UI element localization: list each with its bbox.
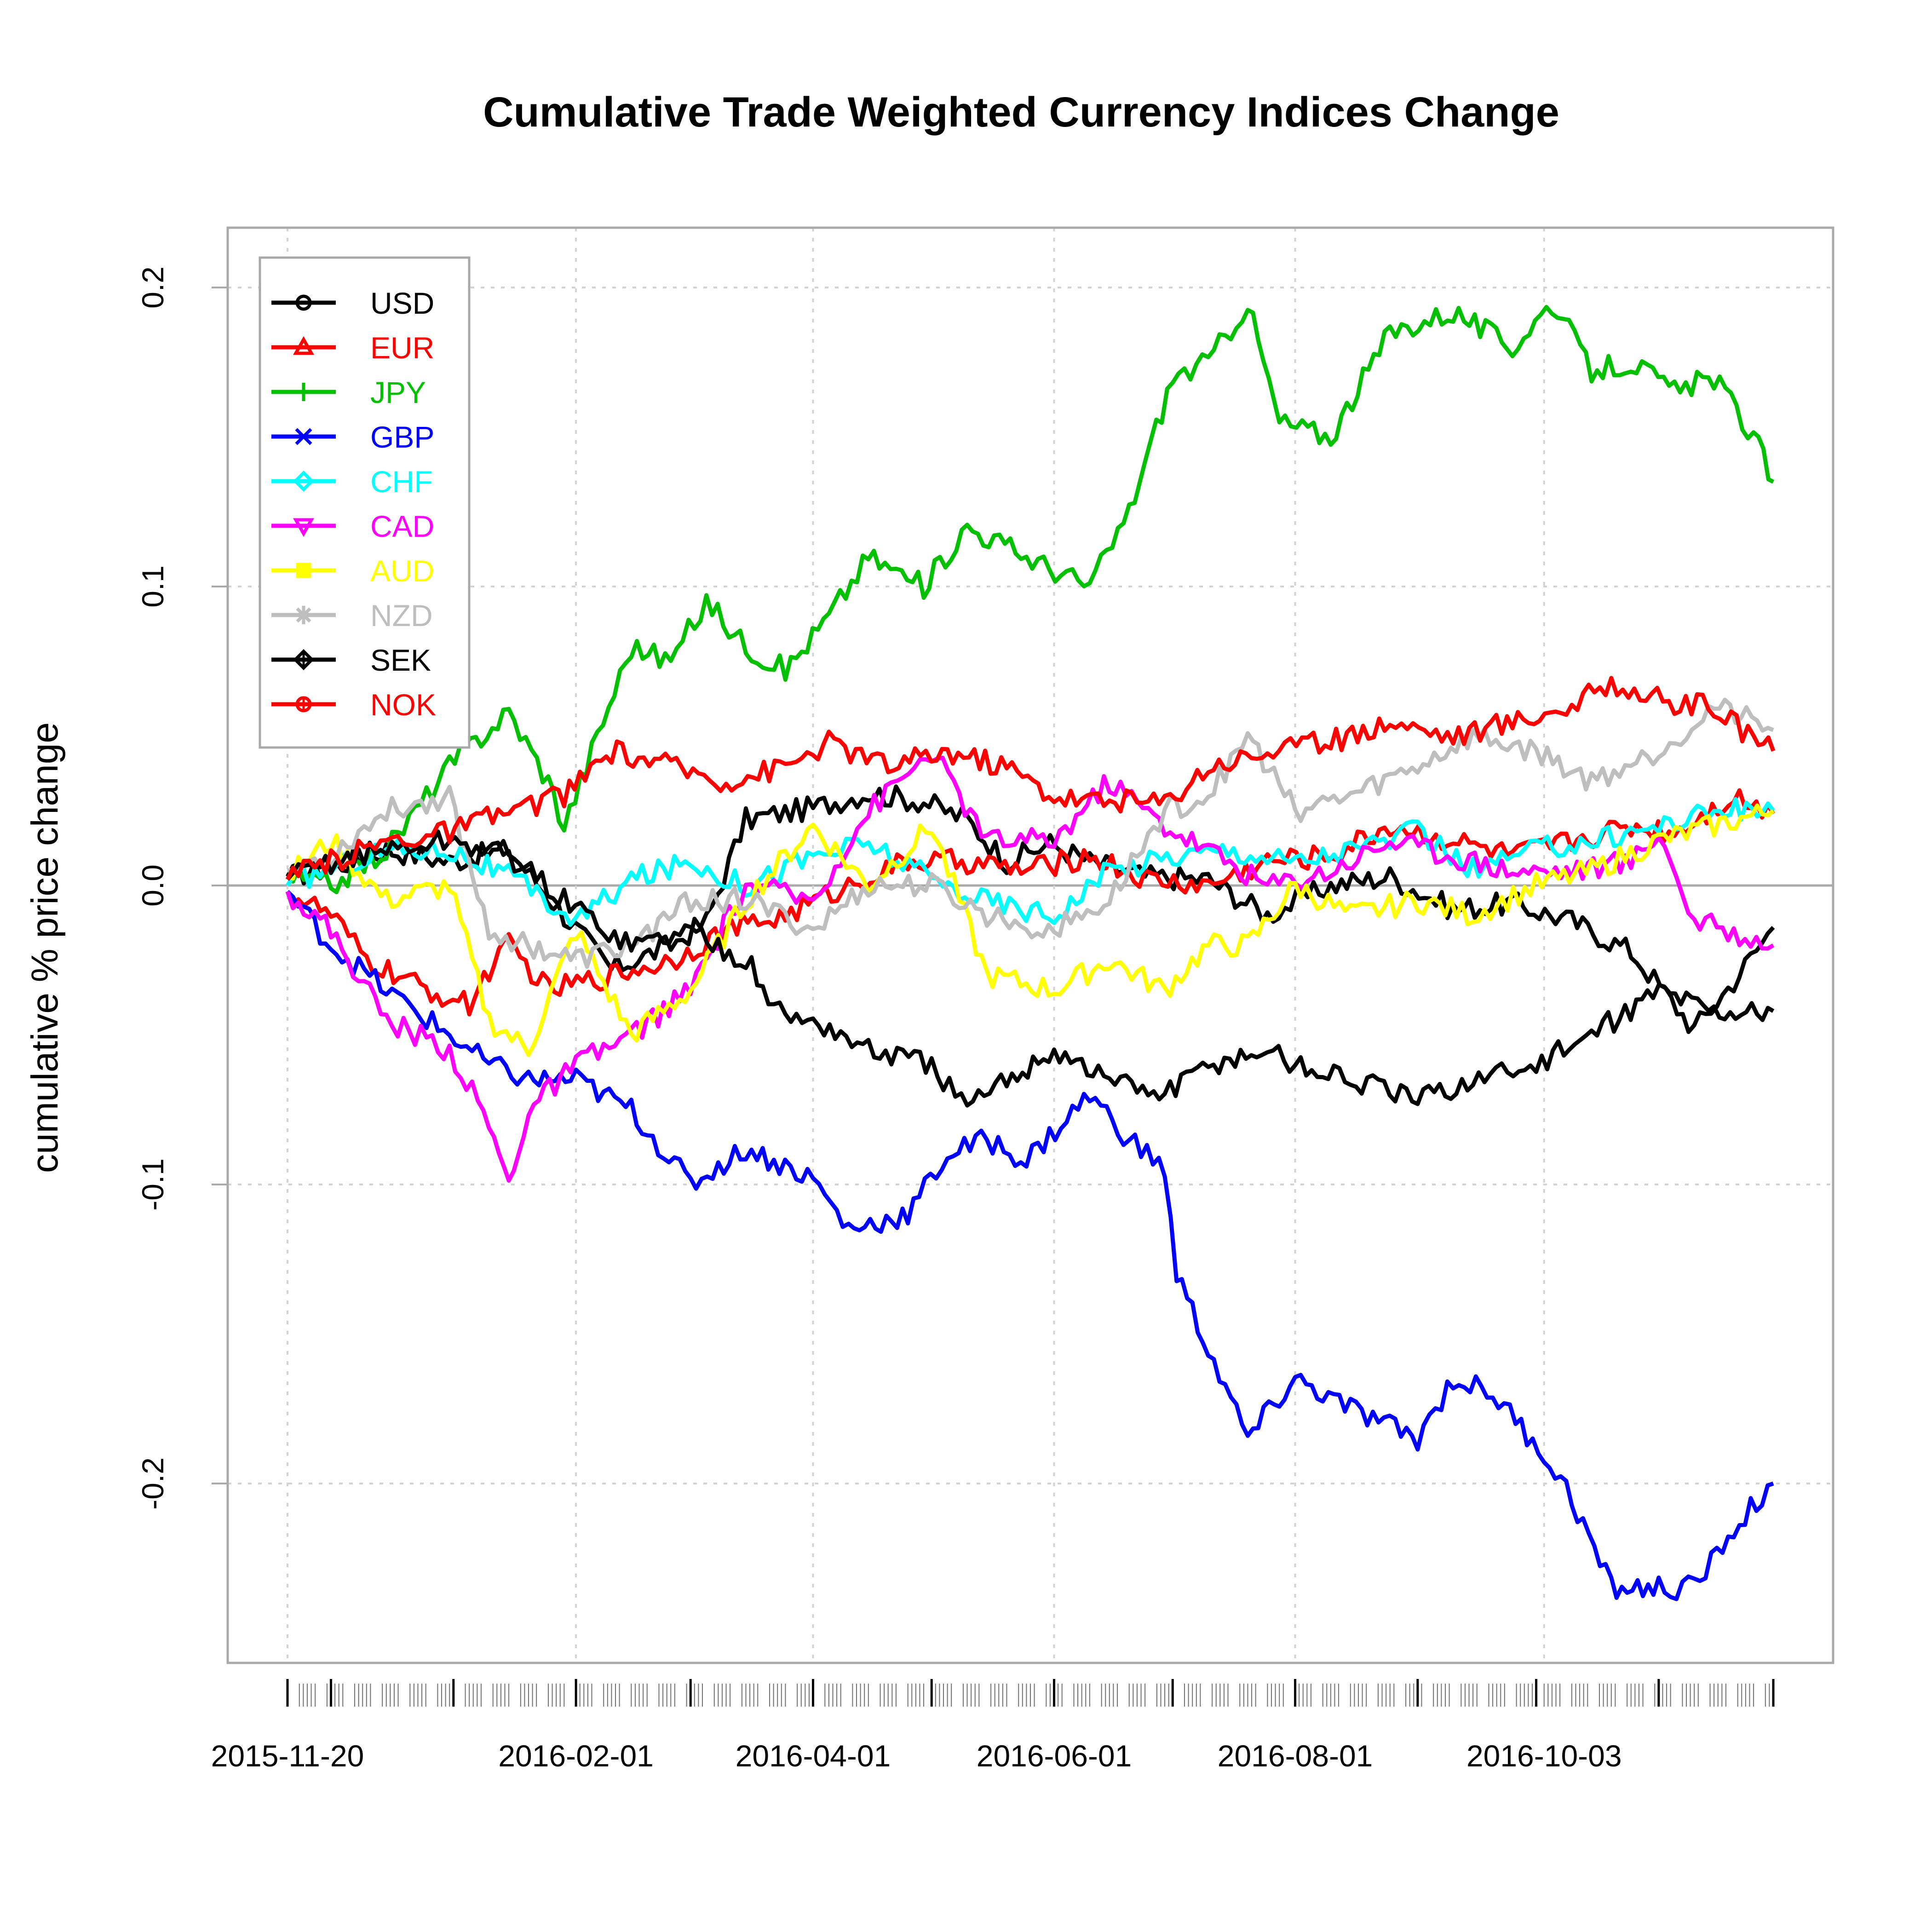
series-line-cad [285, 756, 1775, 1183]
series-line-jpy [286, 305, 1775, 894]
legend-label: GBP [370, 420, 434, 454]
legend-item-sek: SEK [271, 643, 431, 677]
series-line-chf [286, 797, 1775, 927]
x-tick-label: 2015-11-20 [211, 1739, 364, 1773]
legend-label: JPY [370, 375, 426, 409]
legend-item-chf: CHF [271, 465, 433, 499]
y-tick-label: 0.0 [136, 864, 170, 907]
series-layer [285, 305, 1776, 1601]
legend-marker-icon [293, 471, 314, 492]
legend-item-usd: USD [271, 286, 434, 320]
series-line-gbp [286, 890, 1774, 1601]
legend-marker-icon [293, 336, 315, 355]
legend-marker-icon [296, 607, 311, 623]
legend-label: NZD [370, 598, 433, 632]
legend-item-nzd: NZD [271, 598, 433, 632]
legend-item-nok: NOK [271, 688, 436, 722]
legend-item-eur: EUR [271, 331, 434, 365]
y-axis: -0.2 -0.1 0.0 0.1 0.2 [136, 266, 228, 1510]
legend-label: NOK [370, 688, 436, 722]
legend-item-gbp: GBP [271, 420, 434, 454]
legend-item-jpy: JPY [271, 375, 426, 409]
gridlines [228, 228, 1833, 1663]
series-line-nzd [287, 697, 1774, 969]
legend-marker-icon [295, 294, 312, 311]
y-tick-label: -0.1 [136, 1158, 170, 1211]
x-minor-ticks [287, 1684, 1774, 1707]
x-tick-label: 2016-06-01 [977, 1739, 1132, 1773]
series-line-aud [287, 803, 1775, 1057]
x-axis: 2015-11-20 2016-02-01 2016-04-01 2016-06-01… [211, 1679, 1775, 1773]
y-tick-label: 0.2 [136, 266, 170, 309]
plot-frame [226, 226, 1834, 1664]
legend-box [259, 256, 471, 749]
legend-label: CAD [370, 509, 434, 543]
legend-item-aud: AUD [271, 554, 434, 588]
legend-marker-icon [296, 563, 311, 578]
legend-item-cad: CAD [271, 509, 434, 543]
legend-label: USD [370, 286, 434, 320]
series-line-nok [285, 676, 1776, 880]
chart-title: Cumulative Trade Weighted Currency Indic… [483, 89, 1559, 136]
y-tick-label: 0.1 [136, 565, 170, 608]
x-tick-label: 2016-04-01 [736, 1739, 891, 1773]
x-tick-label: 2016-10-03 [1466, 1739, 1622, 1773]
legend-label: SEK [370, 643, 431, 677]
y-tick-label: -0.2 [136, 1457, 170, 1510]
legend-label: CHF [370, 465, 433, 499]
legend-label: AUD [370, 554, 434, 588]
legend-label: EUR [370, 331, 434, 365]
legend-marker-icon [293, 518, 315, 537]
legend: USD EUR JPY GBP CHF CAD AUD NZD SEK NOK [259, 256, 471, 749]
x-tick-label: 2016-02-01 [498, 1739, 654, 1773]
series-line-sek [286, 829, 1775, 1108]
x-tick-label: 2016-08-01 [1218, 1739, 1373, 1773]
legend-marker-icon [295, 428, 312, 445]
y-axis-label: cumulative % price change [24, 722, 66, 1173]
